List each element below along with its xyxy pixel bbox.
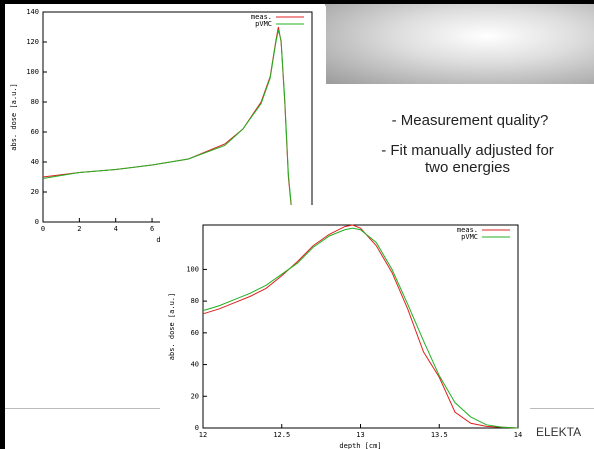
y-tick-label: 80 bbox=[191, 297, 199, 305]
y-tick-label: 80 bbox=[31, 98, 39, 106]
y-tick-label: 100 bbox=[26, 68, 39, 76]
x-axis-label: depth [cm] bbox=[339, 442, 381, 449]
y-tick-label: 40 bbox=[191, 361, 199, 369]
series-line bbox=[42, 29, 297, 223]
y-tick-label: 140 bbox=[26, 8, 39, 16]
header-image bbox=[325, 4, 594, 84]
logo: ELEKTA bbox=[536, 425, 582, 439]
y-tick-label: 40 bbox=[31, 158, 39, 166]
bullet: - Fit manually adjusted for two energies bbox=[381, 142, 554, 176]
legend-label: pVMC bbox=[255, 20, 272, 28]
frame-left bbox=[0, 0, 5, 449]
y-tick-label: 0 bbox=[35, 218, 39, 226]
y-tick-label: 20 bbox=[31, 188, 39, 196]
x-tick-label: 13 bbox=[356, 431, 364, 439]
frame-top bbox=[0, 0, 594, 4]
x-tick-label: 2 bbox=[77, 225, 81, 233]
series-line bbox=[202, 224, 519, 429]
y-tick-label: 60 bbox=[191, 329, 199, 337]
legend-label: pVMC bbox=[461, 233, 478, 241]
x-tick-label: 6 bbox=[150, 225, 154, 233]
y-axis-label: abs. dose [a.u.] bbox=[10, 83, 18, 150]
x-tick-label: 14 bbox=[514, 431, 522, 439]
x-tick-label: 12.5 bbox=[273, 431, 290, 439]
x-tick-label: 4 bbox=[114, 225, 118, 233]
x-tick-label: 13.5 bbox=[431, 431, 448, 439]
chart: 0 20 40 60 80 100 12 12.5 13 13.5 14 depth [cm] abs.… bbox=[160, 205, 530, 449]
y-axis-label: abs. dose [a.u.] bbox=[168, 293, 176, 360]
y-tick-label: 60 bbox=[31, 128, 39, 136]
y-tick-label: 20 bbox=[191, 392, 199, 400]
series-line bbox=[202, 227, 519, 429]
x-tick-label: 12 bbox=[199, 431, 207, 439]
legend-label: meas. bbox=[251, 13, 272, 21]
bullet: - Measurement quality? bbox=[391, 112, 549, 129]
y-tick-label: 0 bbox=[195, 424, 199, 432]
x-tick-label: 0 bbox=[41, 225, 45, 233]
chart-background bbox=[160, 205, 530, 449]
y-tick-label: 100 bbox=[186, 265, 199, 273]
y-tick-label: 120 bbox=[26, 38, 39, 46]
legend-label: meas. bbox=[457, 226, 478, 234]
